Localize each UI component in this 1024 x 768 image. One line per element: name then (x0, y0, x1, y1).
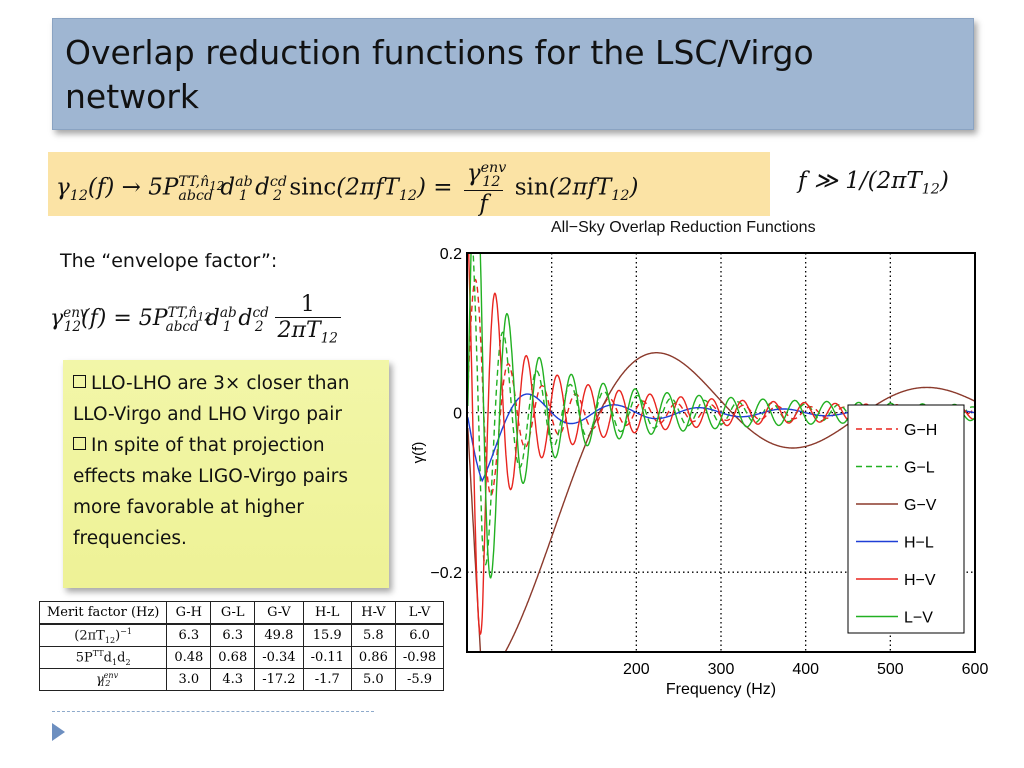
table-cell: 4.3 (210, 668, 256, 691)
frequency-condition: f ≫ 1/(2πT12) (798, 168, 949, 198)
y-tick-label: −0.2 (430, 565, 462, 582)
row-label: γenv12 (38, 668, 168, 691)
chart-legend: G−H G−L G−V H−L H−V L−V (847, 404, 965, 634)
legend-label: G−H (904, 422, 937, 439)
series-line-G-L (472, 253, 975, 567)
formula-highlight (48, 152, 770, 216)
table-cell: -1.7 (302, 668, 352, 691)
footer-divider (52, 711, 374, 712)
chart-title: All−Sky Overlap Reduction Functions (551, 219, 816, 236)
chart-ticks: 200 300 400 500 600 0.2 0 −0.2 (430, 246, 988, 678)
chart-frame (466, 252, 976, 653)
table-cell: -5.9 (394, 668, 445, 691)
series-line-L-V (467, 253, 975, 579)
x-tick-label: 600 (962, 661, 989, 678)
legend-box (847, 404, 965, 634)
x-axis-label: Frequency (Hz) (666, 681, 776, 698)
table-cell: -0.34 (254, 646, 304, 669)
table-cell: -0.11 (302, 646, 352, 669)
row-label: 5PTTd1d2 (38, 646, 168, 669)
table-cell: 5.0 (350, 668, 396, 691)
x-tick-label: 500 (877, 661, 904, 678)
slide-title: Overlap reduction functions for the LSC/… (65, 33, 814, 116)
table-cell: 0.86 (350, 646, 396, 669)
table-cell: 5.8 (350, 623, 396, 647)
envelope-label: The “envelope factor”: (60, 250, 278, 272)
table-header: G-V (254, 601, 304, 625)
overlap-formula: γ12(f) → 5PTT,n̂12abcd dab1 dcd2 sinc(2π… (56, 160, 639, 218)
legend-label: L−V (904, 610, 933, 627)
legend-label: G−V (904, 497, 937, 514)
merit-factor-table: Merit factor (Hz) G-H G-L G-V H-L H-V L-… (38, 601, 445, 691)
title-bar: Overlap reduction functions for the LSC/… (52, 18, 974, 130)
y-axis-label: γ(f) (410, 442, 427, 464)
table-row: 5PTTd1d2 0.48 0.68 -0.34 -0.11 0.86 -0.9… (38, 646, 445, 669)
checkbox-bullet-icon (73, 375, 86, 388)
envelope-formula: γenv12(f) = 5PTT,n̂12abcd dab1 dcd2 1 2πT… (50, 292, 345, 346)
table-cell: 0.48 (166, 646, 212, 669)
table-cell: 0.68 (210, 646, 256, 669)
table-header-row: Merit factor (Hz) G-H G-L G-V H-L H-V L-… (38, 601, 445, 625)
next-slide-arrow-icon[interactable] (52, 723, 65, 741)
table-header: Merit factor (Hz) (38, 601, 168, 625)
note-item: LLO-LHO are 3× closer than LLO-Virgo and… (73, 368, 383, 430)
legend-label: H−V (904, 572, 936, 589)
table-row: γenv12 3.0 4.3 -17.2 -1.7 5.0 -5.9 (38, 668, 445, 691)
x-tick-label: 200 (623, 661, 650, 678)
checkbox-bullet-icon (73, 437, 86, 450)
table-header: L-V (394, 601, 445, 625)
table-cell: 49.8 (254, 623, 304, 647)
table-cell: 6.3 (210, 623, 256, 647)
note-text-2: In spite of that projection effects make… (73, 435, 348, 549)
table-header: G-H (166, 601, 212, 625)
legend-label: H−L (904, 535, 934, 552)
table-cell: 6.0 (394, 623, 445, 647)
table-cell: 3.0 (166, 668, 212, 691)
x-tick-label: 300 (708, 661, 735, 678)
note-item: In spite of that projection effects make… (73, 430, 383, 554)
table-cell: 6.3 (166, 623, 212, 647)
table-cell: 15.9 (302, 623, 352, 647)
table-header: H-L (302, 601, 352, 625)
legend-label: G−L (904, 460, 935, 477)
y-tick-label: 0 (453, 406, 462, 423)
table-cell: -17.2 (254, 668, 304, 691)
table-cell: -0.98 (394, 646, 445, 669)
y-tick-label: 0.2 (440, 246, 462, 263)
notes-box: LLO-LHO are 3× closer than LLO-Virgo and… (63, 360, 389, 588)
x-tick-label: 400 (792, 661, 819, 678)
table-row: (2πT12)−1 6.3 6.3 49.8 15.9 5.8 6.0 (38, 623, 445, 647)
note-text-1: LLO-LHO are 3× closer than LLO-Virgo and… (73, 373, 350, 425)
table-header: H-V (350, 601, 396, 625)
series-line-G-V (467, 352, 975, 652)
table-header: G-L (210, 601, 256, 625)
row-label: (2πT12)−1 (38, 623, 168, 647)
